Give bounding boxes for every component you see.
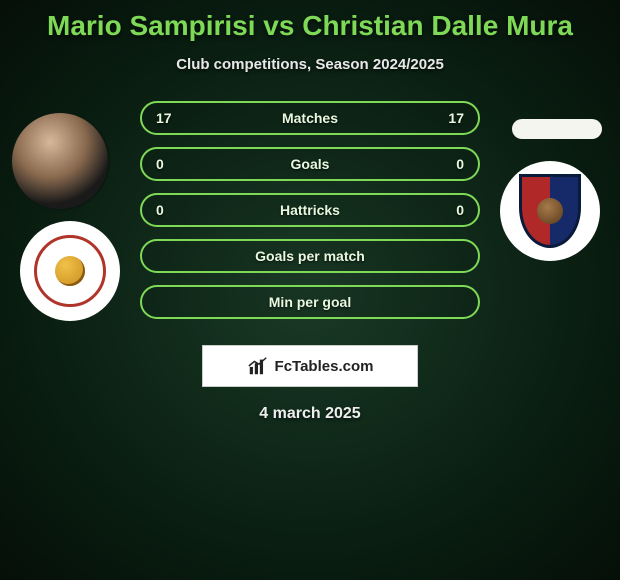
stat-row: 0 Goals 0 — [140, 147, 480, 181]
club-right-badge — [500, 161, 600, 261]
page-title: Mario Sampirisi vs Christian Dalle Mura — [0, 0, 620, 42]
player-left-avatar — [10, 111, 110, 211]
stat-row: Goals per match — [140, 239, 480, 273]
stat-row: 0 Hattricks 0 — [140, 193, 480, 227]
stat-label: Hattricks — [186, 202, 434, 218]
date-label: 4 march 2025 — [0, 405, 620, 423]
comparison-area: 17 Matches 17 0 Goals 0 0 Hattricks 0 Go… — [0, 101, 620, 341]
stat-left-value: 0 — [156, 156, 186, 172]
stat-label: Min per goal — [186, 294, 434, 310]
stat-right-value: 0 — [434, 202, 464, 218]
ball-icon — [55, 256, 85, 286]
stat-left-value: 0 — [156, 202, 186, 218]
player-right-avatar — [512, 119, 602, 139]
club-left-badge — [20, 221, 120, 321]
subtitle: Club competitions, Season 2024/2025 — [0, 56, 620, 73]
stat-row: 17 Matches 17 — [140, 101, 480, 135]
stat-right-value: 0 — [434, 156, 464, 172]
reggiana-crest — [34, 235, 106, 307]
brand-badge[interactable]: FcTables.com — [202, 345, 418, 387]
cosenza-crest — [519, 174, 581, 248]
stat-label: Goals — [186, 156, 434, 172]
stat-label: Goals per match — [186, 248, 434, 264]
stat-row: Min per goal — [140, 285, 480, 319]
brand-label: FcTables.com — [275, 358, 374, 375]
stat-bars: 17 Matches 17 0 Goals 0 0 Hattricks 0 Go… — [140, 101, 480, 331]
stat-left-value: 17 — [156, 110, 186, 126]
stat-right-value: 17 — [434, 110, 464, 126]
bar-chart-icon — [247, 355, 269, 377]
stat-label: Matches — [186, 110, 434, 126]
